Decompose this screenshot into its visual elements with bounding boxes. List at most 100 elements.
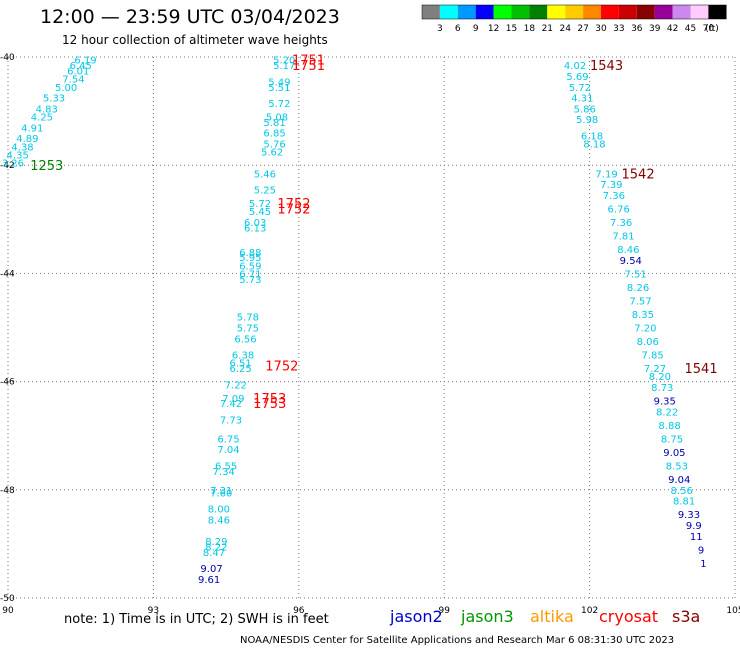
colorbar-label: 45 <box>685 24 696 34</box>
swh-value-label: 7.73 <box>220 415 242 426</box>
swh-value-label: 8.81 <box>673 497 695 508</box>
colorbar-label: 27 <box>577 24 588 34</box>
swh-value-label: 5.72 <box>249 199 271 210</box>
swh-value-label: 6.25 <box>230 364 252 375</box>
swh-value-label: 8.06 <box>637 337 659 348</box>
swh-value-label: 5.45 <box>249 207 271 218</box>
y-tick-label: -50 <box>0 594 15 604</box>
colorbar-label: 24 <box>559 24 571 34</box>
swh-value-label: 9.04 <box>668 475 690 486</box>
swh-value-label: 8.20 <box>649 372 671 383</box>
swh-value-label: 5.20 <box>273 56 295 67</box>
swh-value-label: 5.62 <box>261 148 283 159</box>
swh-value-label: 5.73 <box>239 275 261 286</box>
legend-jason3: jason3 <box>461 607 514 626</box>
swh-value-label: 5.95 <box>239 253 261 264</box>
swh-value-label: 7.19 <box>595 169 617 180</box>
swh-value-label: 7.39 <box>600 180 622 191</box>
swh-value-label: 8.56 <box>671 486 693 497</box>
credit-line: NOAA/NESDIS Center for Satellite Applica… <box>240 635 675 646</box>
y-tick-label: -40 <box>0 53 15 63</box>
swh-value-label: 5.51 <box>268 83 290 94</box>
swh-value-label: 7.51 <box>625 269 647 280</box>
swh-value-label: 7.57 <box>629 296 651 307</box>
swh-value-label: 6.13 <box>244 223 266 234</box>
swh-value-label: 5.72 <box>569 83 591 94</box>
colorbar-swatch <box>493 5 512 19</box>
swh-value-label: 6.03 <box>244 218 266 229</box>
swh-value-label: 9.33 <box>678 510 700 521</box>
swh-value-label: 6.45 <box>70 61 92 72</box>
swh-value-label: 4.02 <box>564 61 586 72</box>
swh-value-label: 5.78 <box>237 313 259 324</box>
colorbar-swatch <box>583 5 601 19</box>
swh-value-label: 6.38 <box>232 351 254 362</box>
swh-value-label: 8.29 <box>205 537 227 548</box>
swh-value-label: 7.36 <box>610 218 632 229</box>
swh-value-label: 6.01 <box>67 67 89 78</box>
x-tick-label: 102 <box>581 606 598 616</box>
swh-value-label: 7.85 <box>641 351 663 362</box>
swh-value-label: 5.49 <box>268 77 290 88</box>
swh-value-label: 6.56 <box>234 334 256 345</box>
pass-time-label: 1752 <box>265 359 298 374</box>
colorbar-label: 3 <box>437 24 443 34</box>
swh-value-label: 9 <box>698 545 704 556</box>
colorbar-swatch <box>439 5 458 19</box>
swh-value-label: 8.88 <box>658 421 680 432</box>
legend-s3a: s3a <box>672 607 701 626</box>
swh-value-label: 8.18 <box>583 140 605 151</box>
pass-time-label: 1753 <box>253 392 286 407</box>
pass-time-label: 1543 <box>590 59 623 74</box>
colorbar-swatch <box>708 5 727 19</box>
colorbar-label: 36 <box>631 24 643 34</box>
swh-value-label: 11 <box>690 532 703 543</box>
y-tick-label: -44 <box>0 269 15 279</box>
swh-value-label: 5.33 <box>43 94 65 105</box>
swh-value-label: 6.76 <box>608 204 630 215</box>
swh-value-label: 6.19 <box>74 56 96 67</box>
colorbar-swatch <box>475 5 494 19</box>
pass-time-label: 1751 <box>292 54 325 69</box>
swh-value-label: 7.36 <box>603 191 625 202</box>
swh-value-label: 6.88 <box>239 248 261 259</box>
swh-value-label: 6.51 <box>230 359 252 370</box>
swh-value-label: 5.76 <box>263 140 285 151</box>
x-tick-label: 99 <box>438 606 450 616</box>
colorbar-swatch <box>511 5 530 19</box>
colorbar-swatch <box>601 5 619 19</box>
swh-value-label: 4.31 <box>571 94 593 105</box>
y-tick-label: -48 <box>0 486 15 496</box>
colorbar-label: 12 <box>488 24 499 34</box>
swh-value-label: 4.83 <box>36 104 58 115</box>
colorbar-swatch <box>422 5 440 19</box>
swh-value-label: 4.25 <box>31 113 53 124</box>
swh-value-label: 5.72 <box>268 99 290 110</box>
colorbar-label: 9 <box>473 24 479 34</box>
swh-value-label: 7.81 <box>612 232 634 243</box>
swh-value-label: 5.69 <box>566 72 588 83</box>
colorbar-label: 33 <box>613 24 624 34</box>
swh-value-label: 8.53 <box>666 461 688 472</box>
swh-value-label: 7.09 <box>222 394 244 405</box>
swh-value-label: 8.22 <box>205 543 227 554</box>
colorbar-swatch <box>457 5 476 19</box>
colorbar-swatch <box>690 5 709 19</box>
colorbar-label: 15 <box>506 24 517 34</box>
x-tick-label: 96 <box>293 606 305 616</box>
swh-value-label: 7.27 <box>644 364 666 375</box>
swh-value-label: 9.9 <box>686 521 702 532</box>
swh-value-label: 4.35 <box>7 150 29 161</box>
colorbar-label: 39 <box>649 24 661 34</box>
colorbar-swatch <box>636 5 655 19</box>
x-tick-label: 105 <box>726 606 740 616</box>
swh-value-label: 8.73 <box>651 383 673 394</box>
swh-value-label: 7.04 <box>217 445 239 456</box>
colorbar-swatch <box>529 5 548 19</box>
colorbar-label: 18 <box>524 24 536 34</box>
swh-value-label: 5.98 <box>576 115 598 126</box>
swh-value-label: 6.85 <box>263 129 285 140</box>
swh-value-label: 8.47 <box>203 548 225 559</box>
pass-time-label: 1541 <box>685 362 718 377</box>
